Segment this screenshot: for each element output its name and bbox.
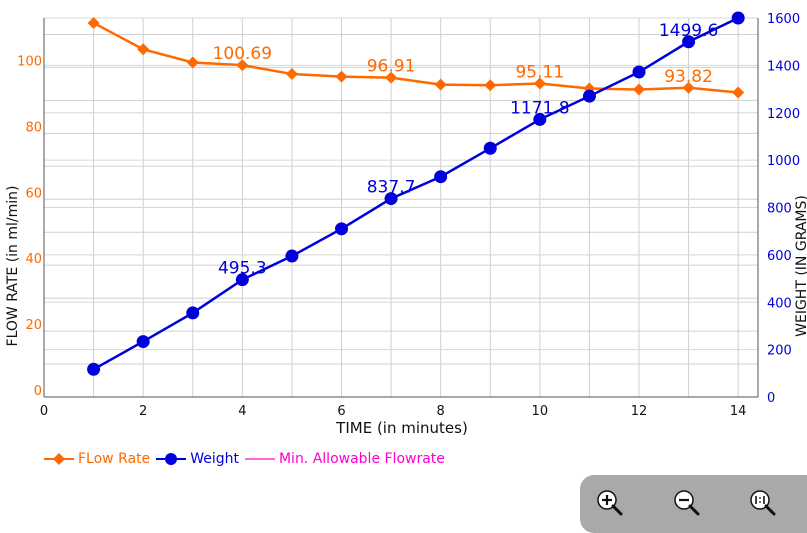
legend-swatch-weight	[156, 453, 187, 465]
data-point-flow-rate	[236, 59, 249, 72]
data-point-weight	[235, 273, 249, 287]
x-tick-label: 0	[40, 404, 48, 419]
x-tick-label: 2	[139, 404, 147, 419]
x-tick-label: 8	[437, 404, 445, 419]
data-point-flow-rate	[434, 78, 447, 91]
left-y-tick-label: 100	[17, 54, 42, 69]
right-y-tick-label: 600	[767, 249, 792, 264]
data-label-flow-rate: 95.11	[515, 63, 564, 83]
zoom-reset-button[interactable]	[745, 485, 781, 521]
zoom-reset-icon	[750, 490, 776, 516]
x-tick-label: 12	[631, 404, 648, 419]
left-y-tick-label: 0	[34, 384, 42, 399]
data-label-flow-rate: 93.82	[664, 67, 713, 87]
data-point-flow-rate	[385, 71, 398, 84]
zoom-controls	[580, 475, 807, 533]
data-point-weight	[186, 306, 200, 320]
zoom-in-icon	[597, 490, 623, 516]
zoom-in-button[interactable]	[592, 485, 628, 521]
right-y-tick-label: 800	[767, 202, 792, 217]
series-line-flow-rate	[92, 21, 739, 94]
legend-label-min-flowrate: Min. Allowable Flowrate	[278, 451, 445, 467]
data-point-weight	[483, 141, 497, 155]
data-point-weight	[285, 249, 299, 263]
data-point-flow-rate	[335, 70, 348, 83]
data-point-weight	[434, 170, 448, 184]
right-y-tick-label: 0	[767, 391, 775, 406]
right-y-tick-label: 1400	[767, 59, 800, 74]
data-point-flow-rate	[186, 56, 199, 69]
data-label-flow-rate: 100.69	[213, 44, 272, 64]
data-label-weight: 1171.8	[510, 98, 569, 118]
data-point-weight	[136, 335, 150, 349]
x-tick-label: 14	[730, 404, 747, 419]
right-y-axis-label: WEIGHT (IN GRAMS)	[794, 195, 807, 337]
left-y-tick-label: 60	[25, 186, 42, 201]
data-point-flow-rate	[732, 86, 745, 99]
legend-swatch-flow-rate	[44, 453, 74, 465]
zoom-out-icon	[674, 490, 700, 516]
data-point-flow-rate	[87, 16, 100, 29]
legend-item-min-flowrate: Min. Allowable Flowrate	[244, 451, 445, 467]
legend-item-flow-rate: FLow Rate	[44, 451, 150, 467]
series-line-weight	[92, 16, 739, 371]
data-point-weight	[533, 112, 547, 126]
right-y-tick-label: 1000	[767, 154, 800, 169]
chart-legend: FLow Rate Weight Min. Allowable Flowrate	[44, 450, 451, 468]
data-point-weight	[632, 65, 646, 79]
data-point-weight	[384, 192, 398, 206]
legend-label-flow-rate: FLow Rate	[78, 451, 151, 467]
x-tick-label: 4	[238, 404, 246, 419]
data-point-flow-rate	[285, 68, 298, 81]
legend-item-weight: Weight	[156, 451, 239, 467]
data-label-weight: 495.3	[218, 259, 267, 279]
x-axis-label: TIME (in minutes)	[335, 419, 468, 437]
data-label-weight: 837.7	[367, 178, 416, 198]
x-tick-label: 10	[532, 404, 549, 419]
right-y-tick-label: 1200	[767, 107, 800, 122]
left-y-axis-label: FLOW RATE (in ml/min)	[5, 186, 21, 347]
right-y-tick-label: 200	[767, 344, 792, 359]
data-point-weight	[731, 11, 745, 25]
data-point-flow-rate	[633, 83, 645, 96]
data-point-weight	[87, 362, 101, 376]
data-label-weight: 1499.6	[659, 21, 718, 41]
left-y-tick-label: 40	[25, 252, 42, 267]
right-y-tick-label: 1600	[767, 12, 800, 27]
legend-label-weight: Weight	[190, 451, 239, 467]
data-point-weight	[682, 35, 696, 49]
legend-swatch-min-flowrate	[244, 458, 275, 460]
data-point-flow-rate	[137, 43, 150, 56]
chart-series: 100.69 96.91 95.11 93.82 495.3 837.7 1171.8 149…	[87, 11, 745, 376]
left-y-tick-label: 80	[25, 120, 42, 135]
right-y-tick-label: 400	[767, 296, 792, 311]
chart-axes: 0 2 4 6 8 10 12 1402040608010002004006008001000…	[17, 12, 800, 419]
left-y-tick-label: 20	[25, 318, 42, 333]
data-point-flow-rate	[533, 77, 546, 90]
data-point-weight	[582, 89, 596, 103]
zoom-out-button[interactable]	[669, 485, 705, 521]
data-point-flow-rate	[484, 79, 497, 92]
x-tick-label: 6	[337, 404, 345, 419]
data-label-flow-rate: 96.91	[367, 57, 416, 77]
data-point-flow-rate	[682, 81, 695, 94]
data-point-weight	[335, 222, 348, 236]
